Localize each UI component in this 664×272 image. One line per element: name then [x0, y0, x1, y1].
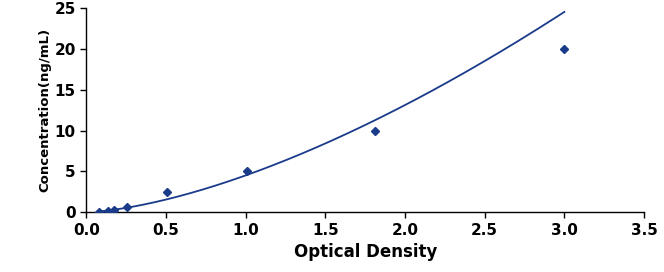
Y-axis label: Concentration(ng/mL): Concentration(ng/mL) [39, 28, 52, 192]
X-axis label: Optical Density: Optical Density [293, 243, 437, 261]
